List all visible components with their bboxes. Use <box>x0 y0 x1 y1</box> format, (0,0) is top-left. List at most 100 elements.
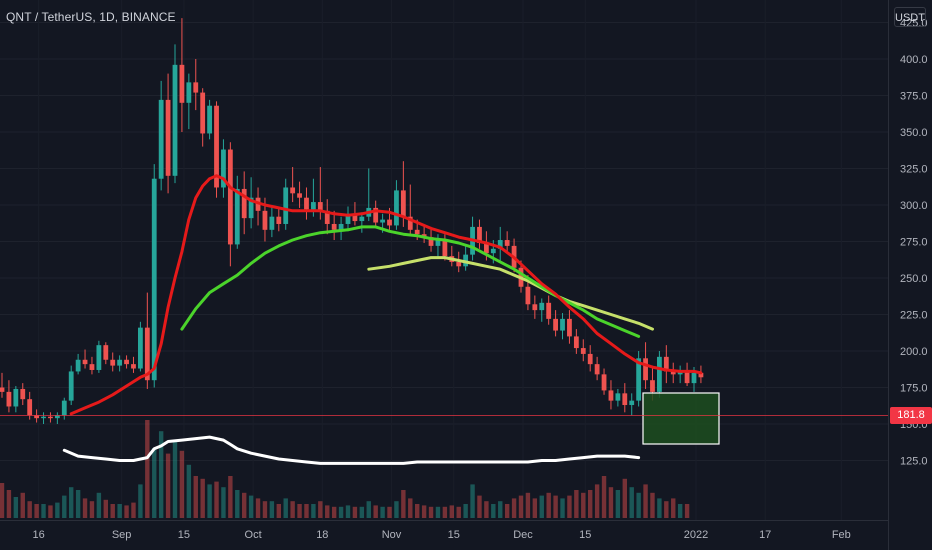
candle-body[interactable] <box>539 302 545 311</box>
candle-body[interactable] <box>490 248 496 254</box>
candle-body[interactable] <box>13 388 19 407</box>
candle-body[interactable] <box>41 416 46 419</box>
candle-body[interactable] <box>497 240 503 249</box>
candle-body[interactable] <box>241 188 247 219</box>
candlesticks[interactable] <box>0 18 704 424</box>
candle-body[interactable] <box>48 416 53 419</box>
candle-body[interactable] <box>532 304 538 311</box>
candle-body[interactable] <box>525 286 531 305</box>
candle-body[interactable] <box>207 105 212 134</box>
candle-body[interactable] <box>193 82 199 93</box>
candle-body[interactable] <box>663 356 669 372</box>
candle-body[interactable] <box>61 400 67 416</box>
candle-body[interactable] <box>331 223 337 230</box>
candle-body[interactable] <box>103 345 109 360</box>
highlight-box[interactable] <box>642 392 720 445</box>
candle-body[interactable] <box>68 371 74 401</box>
candle-body[interactable] <box>622 393 628 406</box>
candle-body[interactable] <box>477 226 482 243</box>
candle-body[interactable] <box>338 223 344 230</box>
candle-body[interactable] <box>297 193 302 198</box>
candle-body[interactable] <box>650 380 655 392</box>
candle-body[interactable] <box>82 359 88 365</box>
candle-body[interactable] <box>484 242 489 254</box>
candle-body[interactable] <box>428 237 434 246</box>
candle-body[interactable] <box>442 240 448 257</box>
candle-body[interactable] <box>89 364 95 370</box>
candle-body[interactable] <box>359 216 365 222</box>
candle-body[interactable] <box>138 327 143 369</box>
candle-body[interactable] <box>214 105 219 188</box>
candle-body[interactable] <box>684 369 690 384</box>
candle-body[interactable] <box>276 216 282 224</box>
price-axis[interactable]: 425.0400.0375.0350.0325.0300.0275.0250.0… <box>900 18 928 468</box>
candle-body[interactable] <box>387 219 392 226</box>
candle-body[interactable] <box>435 240 441 246</box>
volume-bar <box>131 502 136 518</box>
candle-body[interactable] <box>34 415 39 419</box>
candle-body[interactable] <box>670 371 676 375</box>
candle-body[interactable] <box>615 393 621 401</box>
candle-body[interactable] <box>75 359 81 372</box>
candle-body[interactable] <box>151 178 157 381</box>
candle-body[interactable] <box>234 188 240 245</box>
candle-body[interactable] <box>629 400 635 406</box>
candle-body[interactable] <box>352 213 358 222</box>
currency-label[interactable]: USDT <box>894 7 926 27</box>
candle-body[interactable] <box>304 197 309 210</box>
candle-body[interactable] <box>608 390 614 401</box>
candle-body[interactable] <box>400 190 406 217</box>
candle-body[interactable] <box>394 190 399 226</box>
candle-body[interactable] <box>172 64 178 176</box>
candle-body[interactable] <box>311 202 316 210</box>
candle-body[interactable] <box>657 356 662 392</box>
candle-body[interactable] <box>414 229 420 235</box>
candle-body[interactable] <box>179 64 185 103</box>
candle-body[interactable] <box>144 327 150 381</box>
candle-body[interactable] <box>96 345 102 370</box>
candle-body[interactable] <box>601 374 607 391</box>
candle-body[interactable] <box>20 388 26 400</box>
candle-body[interactable] <box>248 197 254 219</box>
candle-body[interactable] <box>186 82 192 103</box>
candle-body[interactable] <box>262 210 268 230</box>
candle-body[interactable] <box>124 359 129 365</box>
candle-body[interactable] <box>158 99 164 179</box>
candle-body[interactable] <box>504 240 510 246</box>
candle-body[interactable] <box>580 348 586 354</box>
candle-body[interactable] <box>283 187 289 224</box>
candle-body[interactable] <box>594 364 600 375</box>
candle-body[interactable] <box>0 387 5 392</box>
candle-body[interactable] <box>573 336 579 349</box>
candle-body[interactable] <box>698 372 704 378</box>
candle-body[interactable] <box>6 391 12 407</box>
candle-body[interactable] <box>221 149 226 188</box>
candle-body[interactable] <box>27 399 33 416</box>
candle-body[interactable] <box>691 372 697 384</box>
candle-body[interactable] <box>227 149 233 245</box>
candle-body[interactable] <box>131 364 136 369</box>
candle-body[interactable] <box>373 207 379 223</box>
candle-body[interactable] <box>165 99 171 176</box>
candle-body[interactable] <box>290 187 296 194</box>
candle-body[interactable] <box>546 302 552 319</box>
candle-body[interactable] <box>110 359 116 366</box>
candle-body[interactable] <box>553 318 558 331</box>
candle-body[interactable] <box>587 353 593 365</box>
candle-body[interactable] <box>380 219 385 223</box>
candle-body[interactable] <box>636 358 642 401</box>
time-axis[interactable]: 16 Sep 15 Oct 18 Nov 15 Dec 15 2022 17 Feb <box>32 529 850 541</box>
candle-body[interactable] <box>317 202 323 211</box>
candle-body[interactable] <box>567 318 572 337</box>
candle-body[interactable] <box>54 415 60 419</box>
candle-body[interactable] <box>200 92 206 134</box>
candle-body[interactable] <box>117 359 123 366</box>
candle-body[interactable] <box>269 216 275 230</box>
candle-body[interactable] <box>324 210 330 224</box>
candle-body[interactable] <box>407 216 413 230</box>
candle-body[interactable] <box>560 318 565 331</box>
candle-body[interactable] <box>345 213 351 224</box>
candle-body[interactable] <box>643 358 648 381</box>
candle-body[interactable] <box>456 261 462 267</box>
